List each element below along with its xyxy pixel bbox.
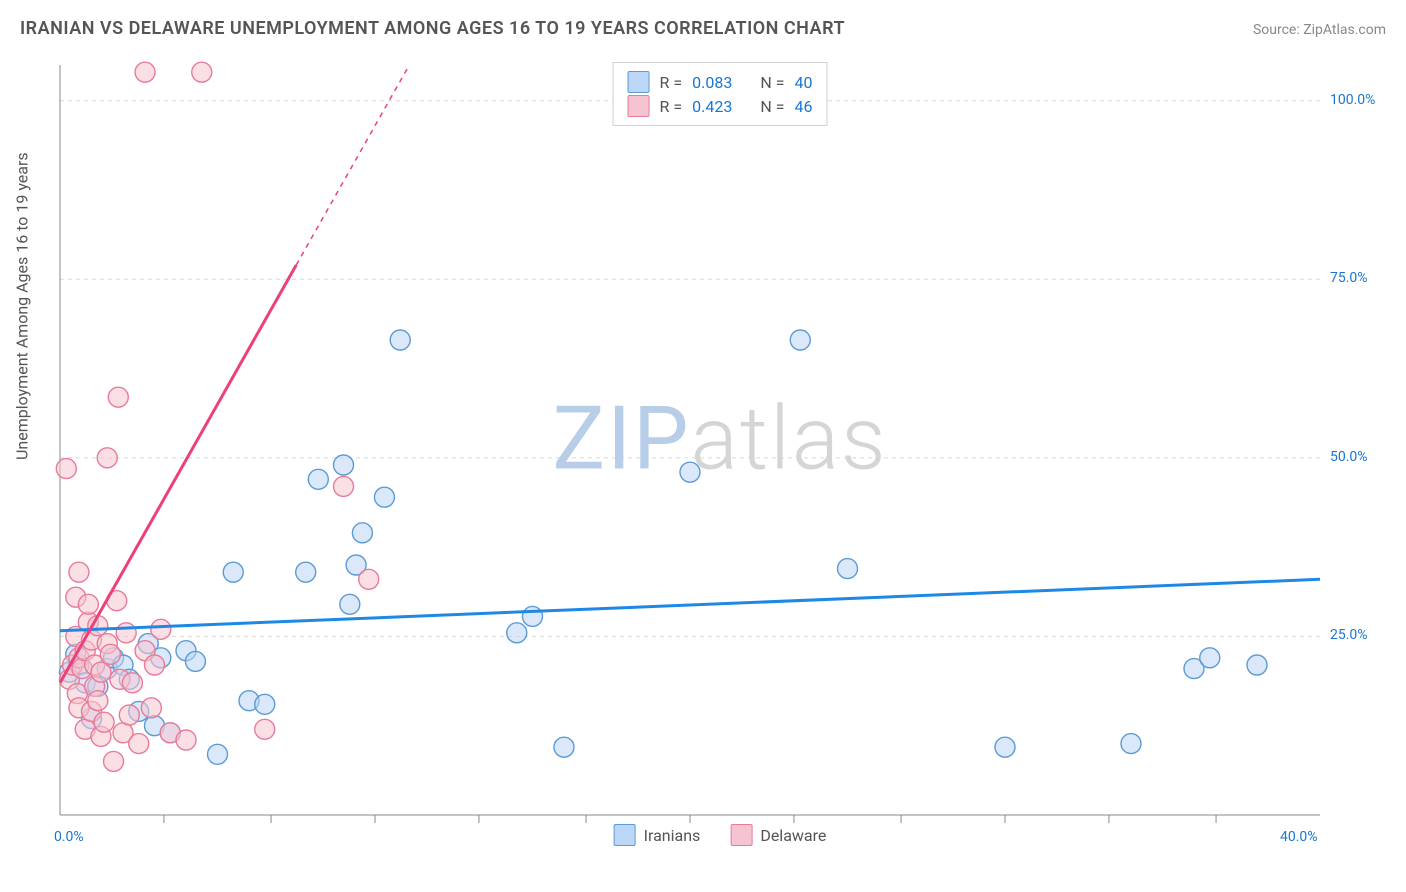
legend-item-iranians: Iranians (614, 824, 701, 846)
legend-label-delaware: Delaware (760, 826, 826, 845)
axis-tick-label: 40.0% (1280, 829, 1318, 845)
source-attribution: Source: ZipAtlas.com (1253, 22, 1386, 38)
swatch-delaware-icon (628, 95, 650, 117)
axis-tick-label: 0.0% (54, 829, 84, 845)
r-label: R = (660, 73, 683, 92)
r-value-delaware: 0.423 (692, 97, 732, 116)
n-value-delaware: 46 (794, 97, 812, 116)
stats-row-delaware: R = 0.423 N = 46 (628, 95, 813, 117)
legend-swatch-delaware-icon (730, 824, 752, 846)
y-axis-label: Unemployment Among Ages 16 to 19 years (13, 152, 32, 460)
axis-tick-label: 100.0% (1330, 92, 1375, 108)
axis-tick-label: 25.0% (1330, 627, 1368, 643)
legend-item-delaware: Delaware (730, 824, 826, 846)
legend-label-iranians: Iranians (644, 826, 701, 845)
r-label: R = (660, 97, 683, 116)
swatch-iranians-icon (628, 71, 650, 93)
scatter-chart (50, 60, 1390, 850)
plot-area: ZIPatlas R = 0.083 N = 40 R = 0.423 N = … (50, 60, 1390, 850)
chart-title: IRANIAN VS DELAWARE UNEMPLOYMENT AMONG A… (20, 18, 845, 39)
stats-row-iranians: R = 0.083 N = 40 (628, 71, 813, 93)
axis-tick-label: 75.0% (1330, 270, 1368, 286)
n-label: N = (760, 97, 784, 116)
legend-swatch-iranians-icon (614, 824, 636, 846)
axis-tick-label: 50.0% (1330, 449, 1368, 465)
stats-legend: R = 0.083 N = 40 R = 0.423 N = 46 (613, 62, 828, 126)
n-value-iranians: 40 (794, 73, 812, 92)
series-legend: Iranians Delaware (614, 824, 827, 846)
r-value-iranians: 0.083 (692, 73, 732, 92)
n-label: N = (760, 73, 784, 92)
